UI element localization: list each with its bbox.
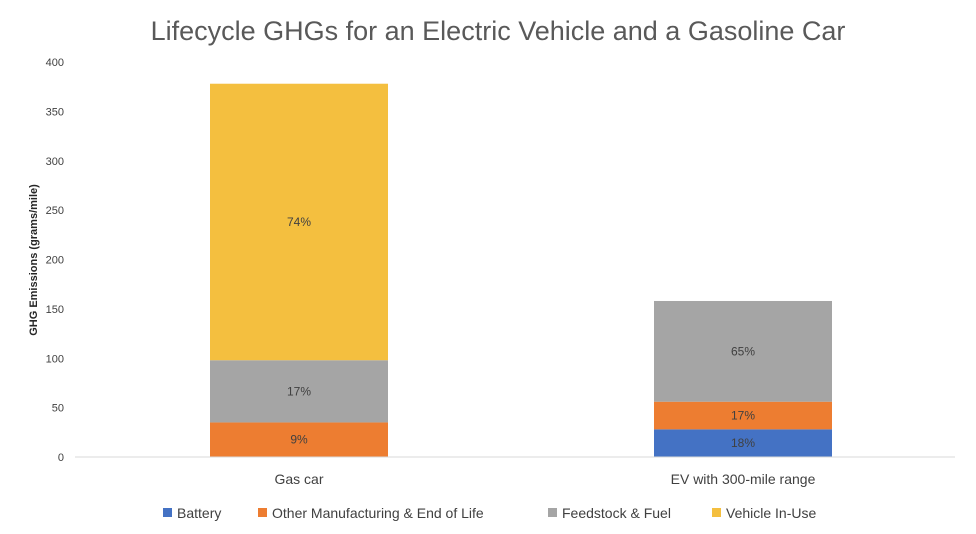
y-axis-label: GHG Emissions (grams/mile) — [28, 184, 40, 336]
x-tick-label: Gas car — [274, 471, 323, 487]
bar-segment-other-manufacturing-end-of-life — [210, 422, 388, 457]
y-tick-label: 300 — [46, 156, 64, 168]
legend-swatch — [712, 508, 721, 517]
data-label: 74% — [287, 215, 311, 229]
legend-label: Battery — [177, 505, 221, 521]
data-label: 65% — [731, 344, 755, 358]
data-label: 17% — [731, 409, 755, 423]
chart-title: Lifecycle GHGs for an Electric Vehicle a… — [151, 16, 846, 46]
legend-swatch — [258, 508, 267, 517]
legend-swatch — [163, 508, 172, 517]
bar-segment-vehicle-in-use — [210, 83, 388, 361]
data-label: 17% — [287, 384, 311, 398]
bar-segment-other-manufacturing-end-of-life — [654, 401, 832, 430]
y-tick-label: 350 — [46, 106, 64, 118]
bar-segment-feedstock-fuel — [210, 360, 388, 423]
y-tick-label: 200 — [46, 255, 64, 267]
legend-label: Other Manufacturing & End of Life — [272, 505, 484, 521]
bar-segment-battery — [654, 429, 832, 457]
data-label: 18% — [731, 436, 755, 450]
y-tick-label: 100 — [46, 353, 64, 365]
y-tick-label: 0 — [58, 452, 64, 464]
legend-label: Vehicle In-Use — [726, 505, 816, 521]
bar-segment-feedstock-fuel — [654, 300, 832, 402]
data-label: 9% — [290, 433, 308, 447]
legend-swatch — [548, 508, 557, 517]
y-tick-label: 400 — [46, 57, 64, 69]
x-tick-label: EV with 300-mile range — [671, 471, 816, 487]
y-tick-label: 150 — [46, 304, 64, 316]
legend: Battery Other Manufacturing & End of Life… — [163, 505, 816, 521]
y-tick-label: 250 — [46, 205, 64, 217]
y-tick-label: 50 — [52, 403, 64, 415]
legend-label: Feedstock & Fuel — [562, 505, 671, 521]
